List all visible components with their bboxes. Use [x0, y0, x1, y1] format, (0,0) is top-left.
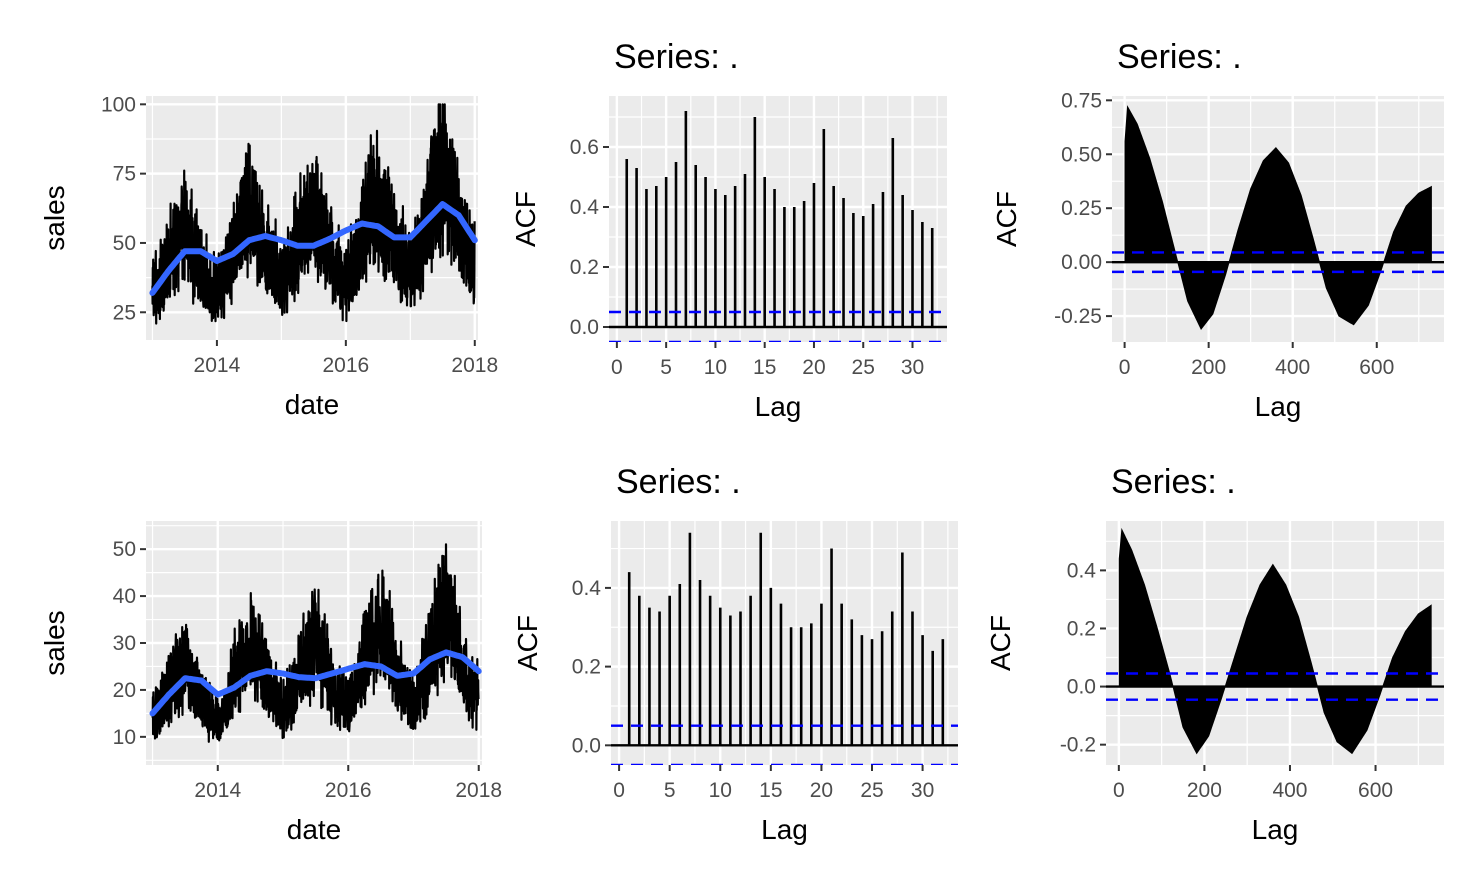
y-tick-label: 50	[113, 538, 136, 561]
x-tick-label: 2016	[325, 779, 372, 802]
y-tick-label: 0.4	[572, 577, 602, 600]
x-axis-title: Lag	[755, 391, 802, 422]
y-axis-title: sales	[39, 185, 70, 250]
x-tick-label: 15	[753, 356, 776, 379]
y-tick-label: 0.4	[570, 196, 600, 219]
panel-background	[609, 96, 947, 342]
x-axis-title: date	[285, 389, 340, 420]
y-axis-title: ACF	[985, 615, 1016, 671]
acf-bars-dense	[1118, 527, 1432, 755]
chart-title: Series: .	[616, 463, 741, 501]
plot-area	[1106, 527, 1444, 755]
y-tick-label: -0.2	[1060, 734, 1096, 757]
x-tick-label: 10	[709, 779, 732, 802]
y-tick-label: 75	[113, 163, 136, 186]
x-axis-title: Lag	[1252, 814, 1299, 845]
plot-panel-3: -0.25 0.00 0.25 0.50 0.75 0 200 400 600 Lag ACF Ser…	[991, 38, 1444, 422]
plot-area	[611, 532, 958, 765]
sales-series-line	[151, 103, 476, 325]
y-tick-label: -0.25	[1054, 305, 1102, 328]
plot-area	[1112, 105, 1444, 330]
y-axis-title: ACF	[510, 191, 541, 247]
x-tick-label: 2016	[322, 354, 369, 377]
panel-background	[611, 521, 958, 765]
y-tick-label: 100	[101, 93, 136, 116]
y-tick-label: 0.6	[570, 136, 599, 159]
y-tick-label: 20	[113, 679, 136, 702]
x-tick-label: 15	[759, 779, 782, 802]
plot-panel-6: -0.2 0.0 0.2 0.4 0 200 400 600 Lag ACF Series: .	[985, 463, 1444, 845]
sales-series-line	[151, 543, 480, 743]
y-tick-label: 0.0	[1067, 676, 1096, 699]
x-tick-label: 0	[613, 779, 625, 802]
y-tick-label: 0.75	[1061, 89, 1102, 112]
y-axis-title: sales	[39, 610, 70, 675]
y-tick-label: 10	[113, 726, 136, 749]
x-tick-label: 600	[1359, 356, 1394, 379]
y-tick-label: 50	[113, 232, 136, 255]
x-tick-label: 2014	[194, 779, 241, 802]
x-tick-label: 200	[1187, 779, 1222, 802]
x-axis-title: Lag	[761, 814, 808, 845]
x-tick-label: 600	[1358, 779, 1393, 802]
x-tick-label: 30	[901, 356, 924, 379]
y-tick-label: 0.00	[1061, 251, 1102, 274]
y-tick-label: 0.0	[570, 316, 599, 339]
x-tick-label: 25	[860, 779, 883, 802]
chart-title: Series: .	[1117, 38, 1242, 76]
x-tick-label: 30	[911, 779, 934, 802]
y-tick-label: 0.2	[572, 656, 601, 679]
y-tick-label: 0.2	[1067, 617, 1096, 640]
x-tick-label: 2018	[455, 779, 502, 802]
x-tick-label: 2018	[451, 354, 498, 377]
x-tick-label: 400	[1275, 356, 1310, 379]
plot-panel-5: 0.0 0.2 0.4 0 5 10 15 20 25 30 Lag ACF Series: .	[512, 463, 958, 845]
y-axis-title: ACF	[991, 191, 1022, 247]
smooth-trend-line	[149, 649, 482, 717]
y-axis-title: ACF	[512, 615, 543, 671]
smooth-trend-line	[149, 201, 478, 296]
plot-panel-1: 25 50 75 100 2014 2016 2018 date sales	[39, 93, 498, 420]
x-axis-title: date	[287, 814, 342, 845]
y-tick-label: 40	[113, 585, 136, 608]
x-tick-label: 5	[660, 356, 672, 379]
x-tick-label: 20	[810, 779, 833, 802]
y-tick-label: 0.2	[570, 256, 599, 279]
x-axis-title: Lag	[1255, 391, 1302, 422]
x-tick-label: 200	[1191, 356, 1226, 379]
y-tick-label: 0.25	[1061, 197, 1102, 220]
x-tick-label: 2014	[194, 354, 241, 377]
x-tick-label: 20	[802, 356, 825, 379]
x-tick-label: 10	[704, 356, 727, 379]
plot-panel-2: 0.0 0.2 0.4 0.6 0 5 10 15 20 25 30 Lag ACF Series: .	[510, 38, 947, 422]
x-tick-label: 0	[1119, 356, 1131, 379]
x-tick-label: 400	[1272, 779, 1307, 802]
plot-area	[149, 103, 478, 325]
y-tick-label: 0.0	[572, 734, 601, 757]
x-tick-label: 0	[1113, 779, 1125, 802]
x-tick-label: 25	[852, 356, 875, 379]
plot-area	[609, 111, 947, 342]
plot-area	[149, 543, 482, 743]
chart-title: Series: .	[614, 38, 739, 76]
x-tick-label: 0	[611, 356, 623, 379]
y-tick-label: 0.4	[1067, 559, 1097, 582]
y-tick-label: 0.50	[1061, 143, 1102, 166]
plot-panel-4: 10 20 30 40 50 2014 2016 2018 date sales	[39, 521, 502, 845]
chart-title: Series: .	[1111, 463, 1236, 501]
y-tick-label: 30	[113, 632, 136, 655]
x-tick-label: 5	[664, 779, 676, 802]
y-tick-label: 25	[113, 301, 136, 324]
